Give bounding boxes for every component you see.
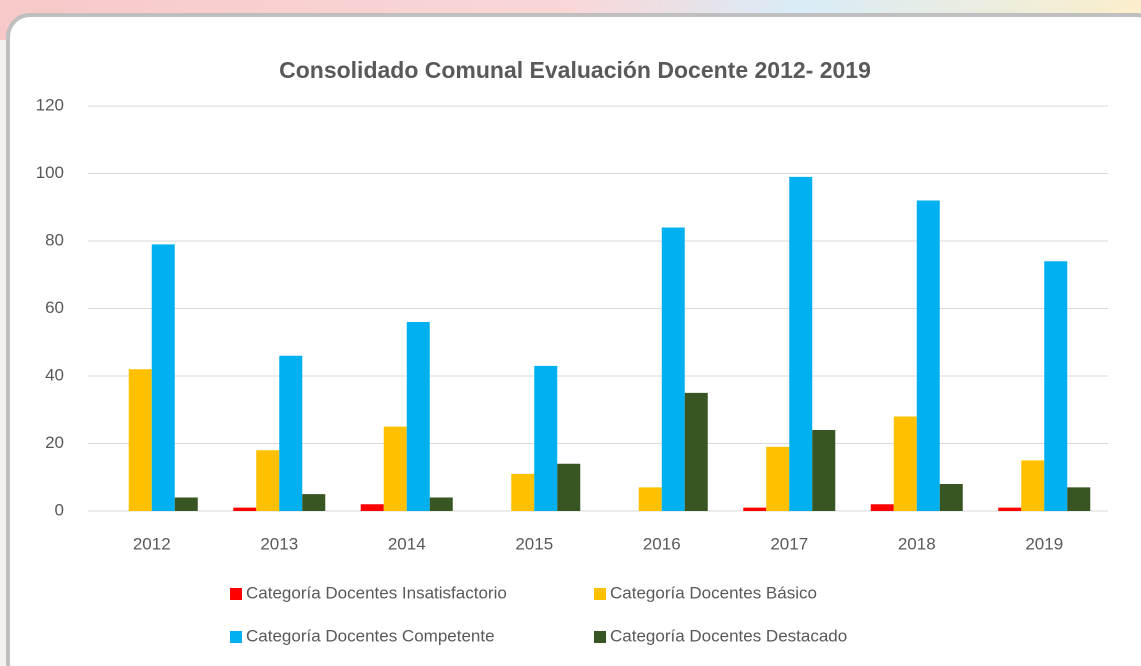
legend-label: Categoría Docentes Destacado [610,626,847,645]
bar [256,450,280,511]
chart-title: Consolidado Comunal Evaluación Docente 2… [279,57,871,83]
legend-swatch [230,631,242,643]
y-tick-label: 120 [36,95,64,114]
x-tick-label: 2012 [133,534,171,553]
x-tick-label: 2016 [643,534,681,553]
bar [1067,487,1091,511]
legend-swatch [230,588,242,600]
x-tick-label: 2019 [1025,534,1063,553]
bar [870,504,894,511]
bar [128,369,152,511]
y-tick-label: 20 [45,433,64,452]
bar [998,507,1022,511]
bar [1044,261,1068,511]
bar [916,200,940,511]
bar [151,244,175,511]
bar [233,507,257,511]
legend-label: Categoría Docentes Competente [246,626,495,645]
bar [534,365,558,511]
bar [174,497,198,511]
y-tick-label: 100 [36,163,64,182]
bar [360,504,384,511]
bar [279,355,303,511]
bar [743,507,767,511]
y-tick-label: 60 [45,298,64,317]
legend-label: Categoría Docentes Insatisfactorio [246,583,507,602]
bar [406,322,430,511]
bar [429,497,453,511]
y-tick-label: 40 [45,365,64,384]
bar [511,473,535,511]
x-tick-label: 2015 [515,534,553,553]
chart-frame [6,13,1141,666]
bar [557,463,581,511]
legend-label: Categoría Docentes Básico [610,583,817,602]
x-tick-label: 2017 [770,534,808,553]
y-tick-label: 0 [55,500,64,519]
x-tick-label: 2018 [898,534,936,553]
bar [939,484,963,511]
x-tick-label: 2013 [260,534,298,553]
bar [661,227,685,511]
bar [383,426,407,511]
legend-swatch [594,588,606,600]
y-tick-label: 80 [45,230,64,249]
legend-swatch [594,631,606,643]
bar [812,430,836,511]
bar [638,487,662,511]
x-tick-label: 2014 [388,534,426,553]
bar [302,494,326,511]
bar [1021,460,1045,511]
bar [766,446,790,511]
bar [893,416,917,511]
bar [684,392,708,511]
bar [789,176,813,511]
